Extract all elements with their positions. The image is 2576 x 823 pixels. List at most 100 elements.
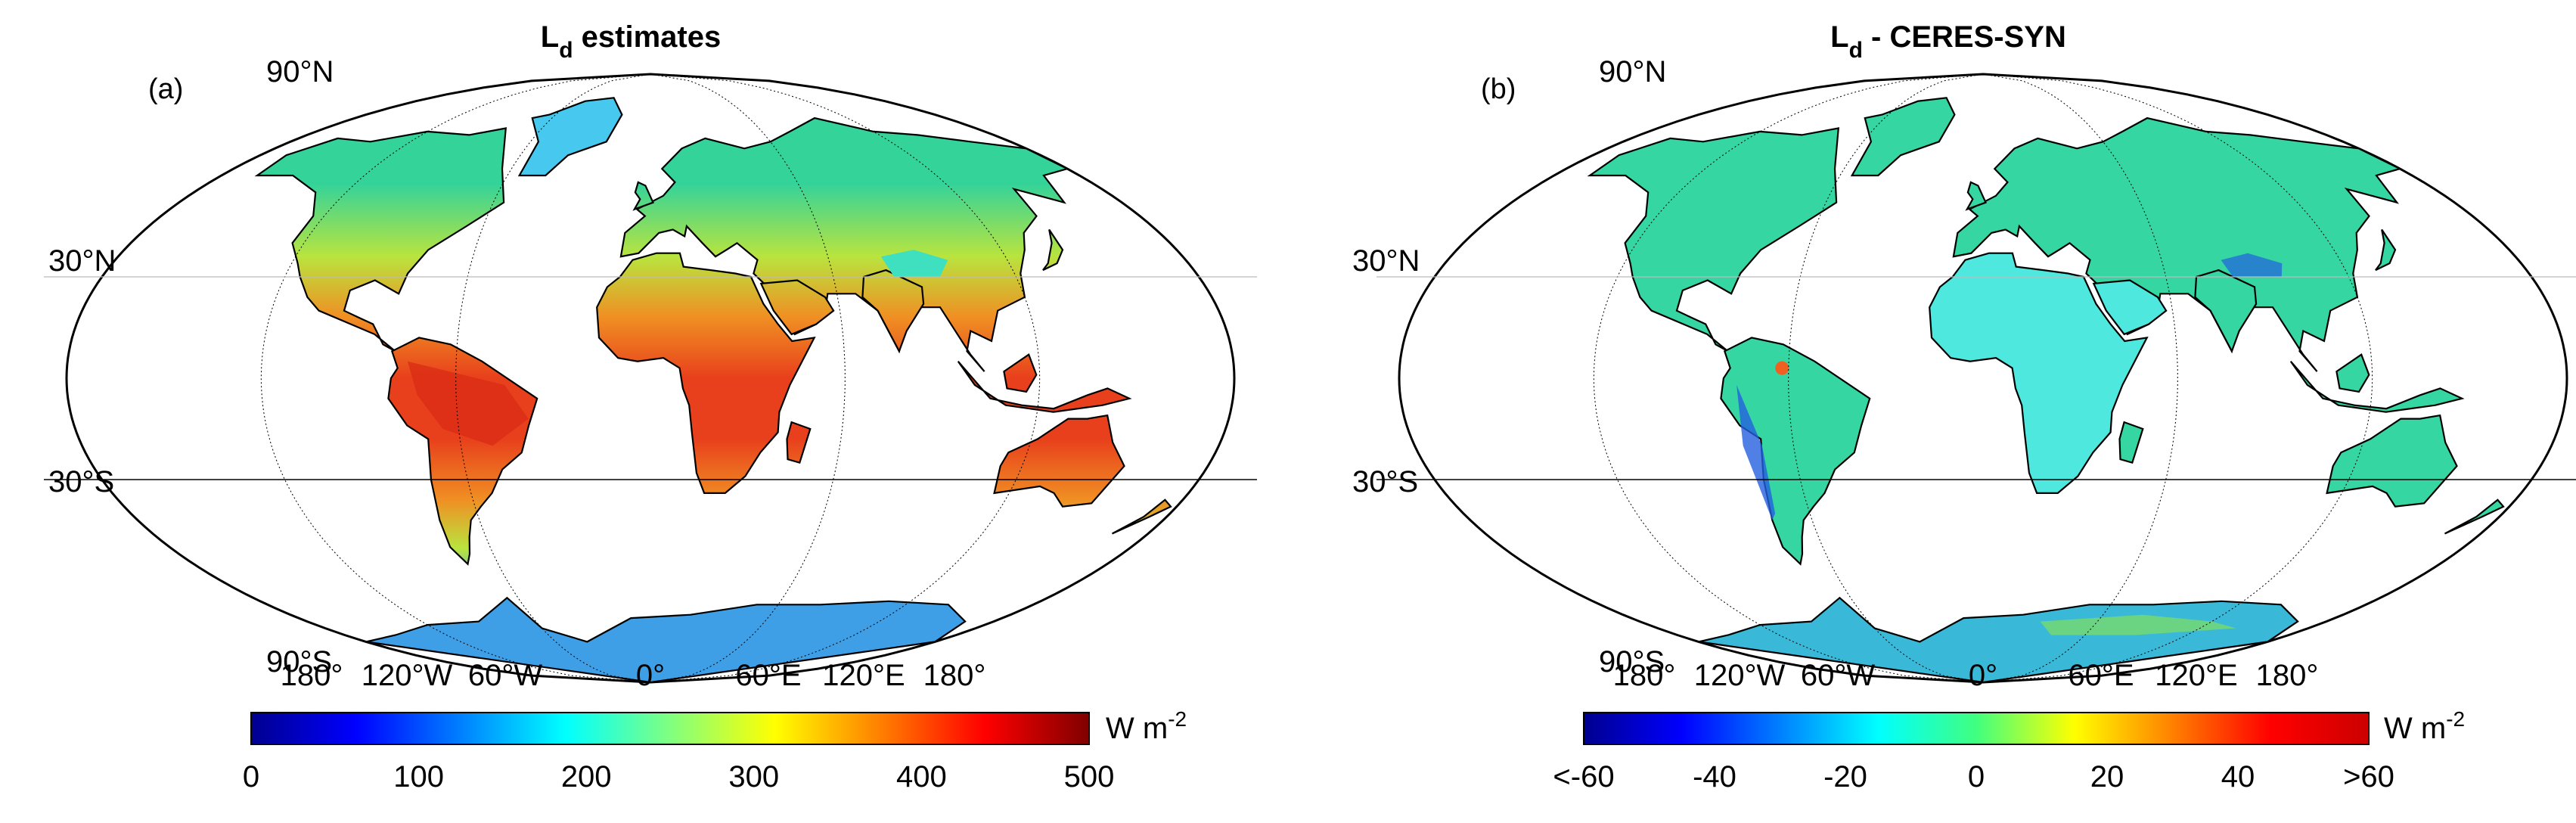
panel-a: Ld estimates (a) 90°N 30°N 30°S 90°S 180… — [44, 20, 1257, 793]
lon-label: 120°W — [362, 659, 453, 692]
landmass-indonesia — [2289, 360, 2465, 413]
landmass-greenland — [517, 97, 623, 177]
landmass-uk — [632, 181, 654, 211]
colorbar-tick-label: 500 — [1064, 760, 1115, 793]
lon-label: 0° — [1969, 659, 1997, 692]
meridian-line — [1982, 73, 2178, 683]
tibet-region — [2221, 253, 2283, 277]
colorbar-a-bar — [250, 712, 1090, 745]
andes-region — [1736, 384, 1776, 520]
colorbar-tick-label: 200 — [561, 760, 612, 793]
colorbar-b-bar — [1583, 712, 2370, 745]
lat-label-30n: 30°N — [48, 244, 116, 278]
map-b-land — [1587, 97, 2505, 682]
landmass-india — [861, 269, 925, 354]
landmass-arabia — [759, 279, 835, 336]
colorbar-a-ticks: 0 100 200 300 400 500 — [243, 760, 1115, 793]
amazon-region — [407, 361, 529, 446]
landmass-madagascar — [2118, 421, 2144, 464]
colorbar-tick-label: 40 — [2221, 760, 2255, 793]
landmass-australia — [993, 414, 1125, 508]
landmass-africa — [1929, 252, 2149, 494]
map-a-lat-labels: 90°N 30°N 30°S 90°S — [48, 55, 334, 679]
landmass-borneo — [1003, 353, 1038, 393]
antarctic-band — [2040, 614, 2236, 635]
landmass-arabia — [2092, 279, 2168, 336]
colorbar-tick-label: 20 — [2090, 760, 2124, 793]
map-a-lon-labels: 180° 120°W 60°W 0° 60°E 120°E 180° — [281, 659, 986, 692]
tibet-plateau — [881, 250, 948, 277]
landmass-greenland — [1850, 97, 1956, 177]
map-a-land — [254, 97, 1172, 682]
lon-label: 120°W — [1694, 659, 1786, 692]
colorbar-tick-label: 400 — [896, 760, 947, 793]
landmass-india — [2194, 269, 2258, 354]
colorbar-tick-label: -40 — [1693, 760, 1736, 793]
lat-label-30n: 30°N — [1352, 244, 1420, 278]
lon-label: 180° — [923, 659, 986, 692]
colorbar-tick-label: 300 — [728, 760, 779, 793]
map-b-lon-labels: 180° 120°W 60°W 0° 60°E 120°E 180° — [1613, 659, 2319, 692]
panel-a-label: (a) — [148, 73, 183, 105]
landmass-northAmerica — [254, 127, 507, 352]
landmass-madagascar — [786, 421, 812, 464]
lat-label-90n: 90°N — [1599, 55, 1666, 89]
lat-label-90n: 90°N — [266, 55, 334, 89]
map-a — [44, 73, 1257, 684]
meridian-line — [260, 73, 651, 683]
meridian-line — [1788, 73, 1984, 683]
landmass-northAmerica — [1587, 127, 1840, 352]
colorbar-b-unit: W m-2 — [2384, 707, 2465, 745]
colorbar-tick-label: -20 — [1823, 760, 1867, 793]
colorbar-tick-label: 0 — [243, 760, 259, 793]
landmass-southAmerica — [1720, 337, 1871, 566]
colorbar-b: <-60 -40 -20 0 20 40 >60 W m-2 — [1553, 707, 2465, 793]
map-b — [1376, 73, 2576, 684]
landmass-antarctica — [365, 596, 967, 682]
colorbar-a-unit: W m-2 — [1106, 707, 1187, 745]
lon-label: 60°E — [2068, 659, 2134, 692]
lon-label: 0° — [636, 659, 665, 692]
hotspot-marker — [1775, 361, 1789, 375]
lon-label: 120°E — [822, 659, 905, 692]
landmass-uk — [1965, 181, 1987, 211]
landmass-japan — [1042, 228, 1064, 272]
lon-label: 60°W — [468, 659, 542, 692]
lon-label: 60°E — [735, 659, 801, 692]
lon-label: 180° — [1613, 659, 1676, 692]
meridian-line — [455, 73, 651, 683]
lat-label-30s: 30°S — [1352, 465, 1418, 498]
landmass-japan — [2375, 228, 2397, 272]
panel-b-title: Ld - CERES-SYN — [1830, 20, 2066, 63]
panel-b: Ld - CERES-SYN (b) 90°N 30°N 30°S 90°S 1… — [1352, 20, 2576, 793]
meridian-line — [650, 73, 1041, 683]
landmass-indonesia — [957, 360, 1132, 413]
lon-label: 180° — [2256, 659, 2319, 692]
landmass-australia — [2326, 414, 2458, 508]
lat-label-90s: 90°S — [266, 645, 332, 679]
landmass-africa — [596, 252, 816, 494]
colorbar-a: 0 100 200 300 400 500 W m-2 — [243, 707, 1187, 793]
map-a-graticule — [44, 73, 1257, 683]
lon-label: 120°E — [2155, 659, 2237, 692]
meridian-line — [1593, 73, 1984, 683]
panel-b-label: (b) — [1481, 73, 1516, 105]
lon-label: 60°W — [1801, 659, 1875, 692]
colorbar-tick-label: <-60 — [1553, 760, 1614, 793]
map-b-lat-labels: 90°N 30°N 30°S 90°S — [1352, 55, 1666, 679]
meridian-line — [650, 73, 846, 683]
lat-label-30s: 30°S — [48, 465, 114, 498]
panel-a-title: Ld estimates — [541, 20, 721, 63]
landmass-newzealand — [1111, 498, 1172, 535]
landmass-europeAsia — [1952, 116, 2403, 372]
landmass-newzealand — [2444, 498, 2505, 535]
landmass-europeAsia — [619, 116, 1070, 372]
colorbar-tick-label: 0 — [1968, 760, 1985, 793]
colorbar-tick-label: >60 — [2343, 760, 2394, 793]
lon-label: 180° — [281, 659, 343, 692]
landmass-borneo — [2335, 353, 2370, 393]
lat-label-90s: 90°S — [1599, 645, 1665, 679]
map-b-graticule — [1376, 73, 2576, 683]
meridian-line — [1982, 73, 2373, 683]
